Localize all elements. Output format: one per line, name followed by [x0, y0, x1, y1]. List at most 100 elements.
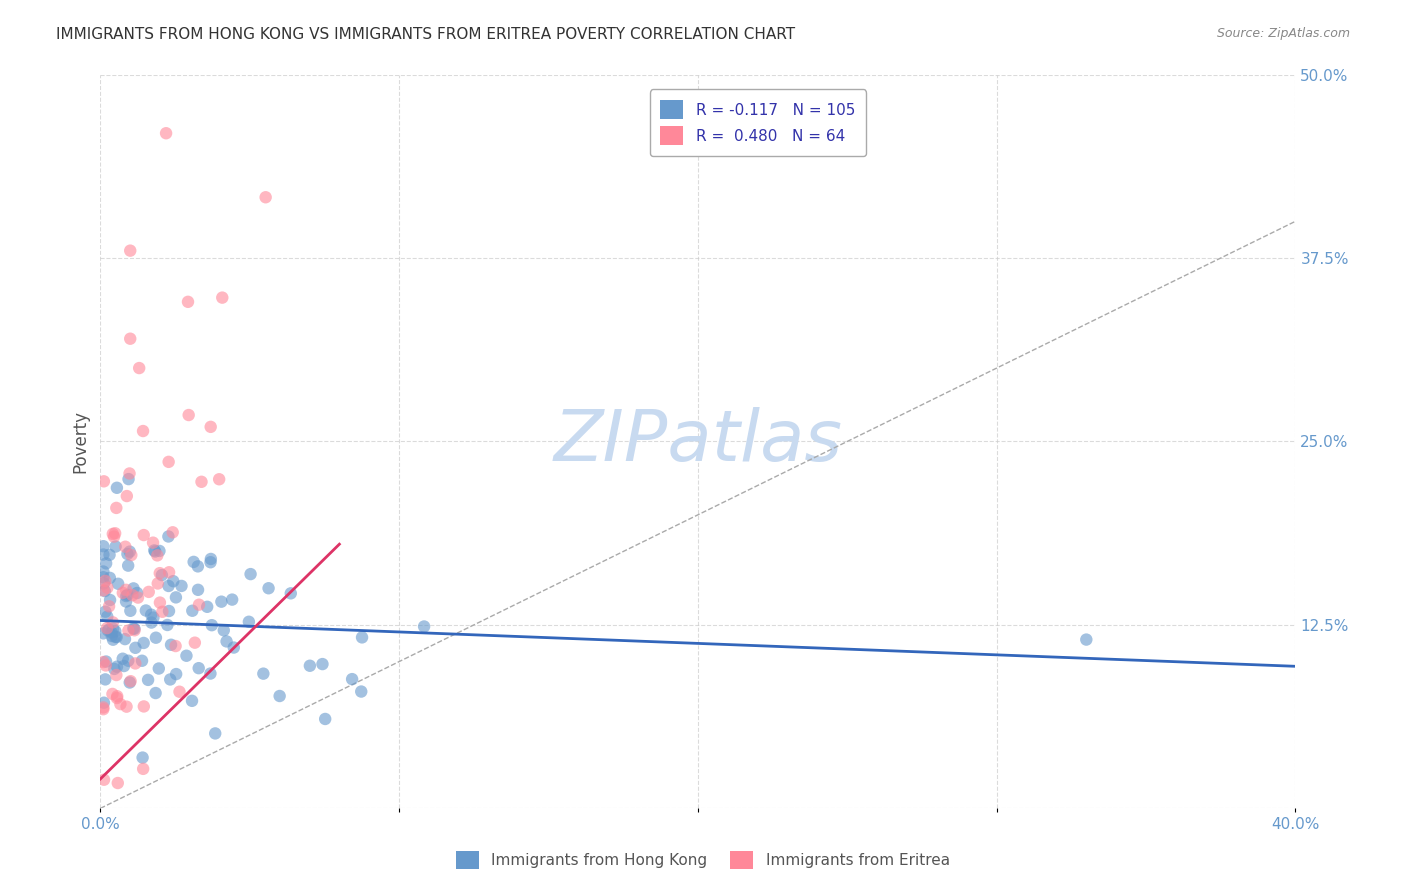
Text: IMMIGRANTS FROM HONG KONG VS IMMIGRANTS FROM ERITREA POVERTY CORRELATION CHART: IMMIGRANTS FROM HONG KONG VS IMMIGRANTS …	[56, 27, 796, 42]
Point	[352, 631, 374, 645]
Point	[190, 475, 212, 489]
Point	[94, 655, 117, 669]
Point	[91, 539, 114, 553]
Point	[222, 640, 245, 655]
Point	[124, 657, 146, 671]
Point	[115, 489, 138, 503]
Point	[183, 555, 205, 569]
Point	[143, 544, 166, 558]
Legend: Immigrants from Hong Kong, Immigrants from Eritrea: Immigrants from Hong Kong, Immigrants fr…	[450, 845, 956, 875]
Point	[94, 584, 117, 599]
Point	[350, 684, 373, 698]
Point	[157, 529, 180, 543]
Point	[96, 609, 118, 624]
Point	[124, 622, 146, 636]
Point	[100, 625, 122, 640]
Point	[157, 579, 180, 593]
Point	[105, 481, 128, 495]
Point	[212, 624, 235, 638]
Point	[121, 588, 143, 602]
Point	[94, 673, 117, 687]
Point	[221, 592, 243, 607]
Point	[157, 604, 180, 618]
Point	[91, 570, 114, 584]
Point	[208, 472, 231, 486]
Point	[143, 543, 166, 558]
Point	[101, 632, 124, 647]
Point	[104, 526, 127, 541]
Point	[165, 591, 187, 605]
Point	[101, 527, 124, 541]
Point	[211, 291, 233, 305]
Point	[98, 593, 121, 607]
Point	[156, 618, 179, 632]
Point	[122, 621, 145, 635]
Point	[117, 472, 139, 486]
Point	[159, 673, 181, 687]
Point	[135, 603, 157, 617]
Point	[103, 662, 125, 676]
Point	[93, 772, 115, 787]
Text: ZIPatlas: ZIPatlas	[554, 407, 842, 476]
Point	[148, 661, 170, 675]
Point	[165, 639, 187, 653]
Point	[311, 657, 333, 671]
Point	[93, 475, 115, 489]
Point	[169, 684, 191, 698]
Point	[115, 594, 138, 608]
Point	[91, 655, 114, 669]
Point	[115, 699, 138, 714]
Point	[118, 544, 141, 558]
Point	[105, 659, 128, 673]
Point	[91, 565, 114, 579]
Point	[200, 666, 222, 681]
Point	[201, 618, 224, 632]
Point	[97, 623, 120, 637]
Point	[257, 581, 280, 595]
Point	[160, 638, 183, 652]
Point	[98, 548, 121, 562]
Point	[188, 598, 211, 612]
Point	[118, 467, 141, 481]
Point	[254, 190, 277, 204]
Point	[162, 525, 184, 540]
Point	[101, 622, 124, 636]
Point	[107, 776, 129, 790]
Point	[98, 599, 121, 614]
Point	[146, 576, 169, 591]
Point	[145, 686, 167, 700]
Point	[100, 629, 122, 643]
Point	[177, 294, 200, 309]
Point	[111, 586, 134, 600]
Point	[187, 559, 209, 574]
Point	[105, 500, 128, 515]
Point	[413, 619, 436, 633]
Point	[170, 579, 193, 593]
Point	[187, 582, 209, 597]
Point	[209, 595, 232, 609]
Point	[131, 750, 153, 764]
Point	[96, 621, 118, 635]
Point	[131, 654, 153, 668]
Point	[117, 547, 139, 561]
Point	[127, 586, 149, 600]
Point	[269, 689, 291, 703]
Point	[157, 566, 180, 580]
Point	[117, 624, 139, 638]
Point	[340, 672, 363, 686]
Point	[117, 654, 139, 668]
Point	[97, 624, 120, 638]
Point	[204, 726, 226, 740]
Point	[145, 631, 167, 645]
Point	[93, 696, 115, 710]
Point	[91, 700, 114, 714]
Point	[162, 574, 184, 589]
Point	[101, 615, 124, 630]
Point	[148, 544, 170, 558]
Point	[122, 582, 145, 596]
Point	[252, 666, 274, 681]
Point	[157, 455, 180, 469]
Point	[124, 624, 146, 638]
Point	[215, 634, 238, 648]
Point	[184, 635, 207, 649]
